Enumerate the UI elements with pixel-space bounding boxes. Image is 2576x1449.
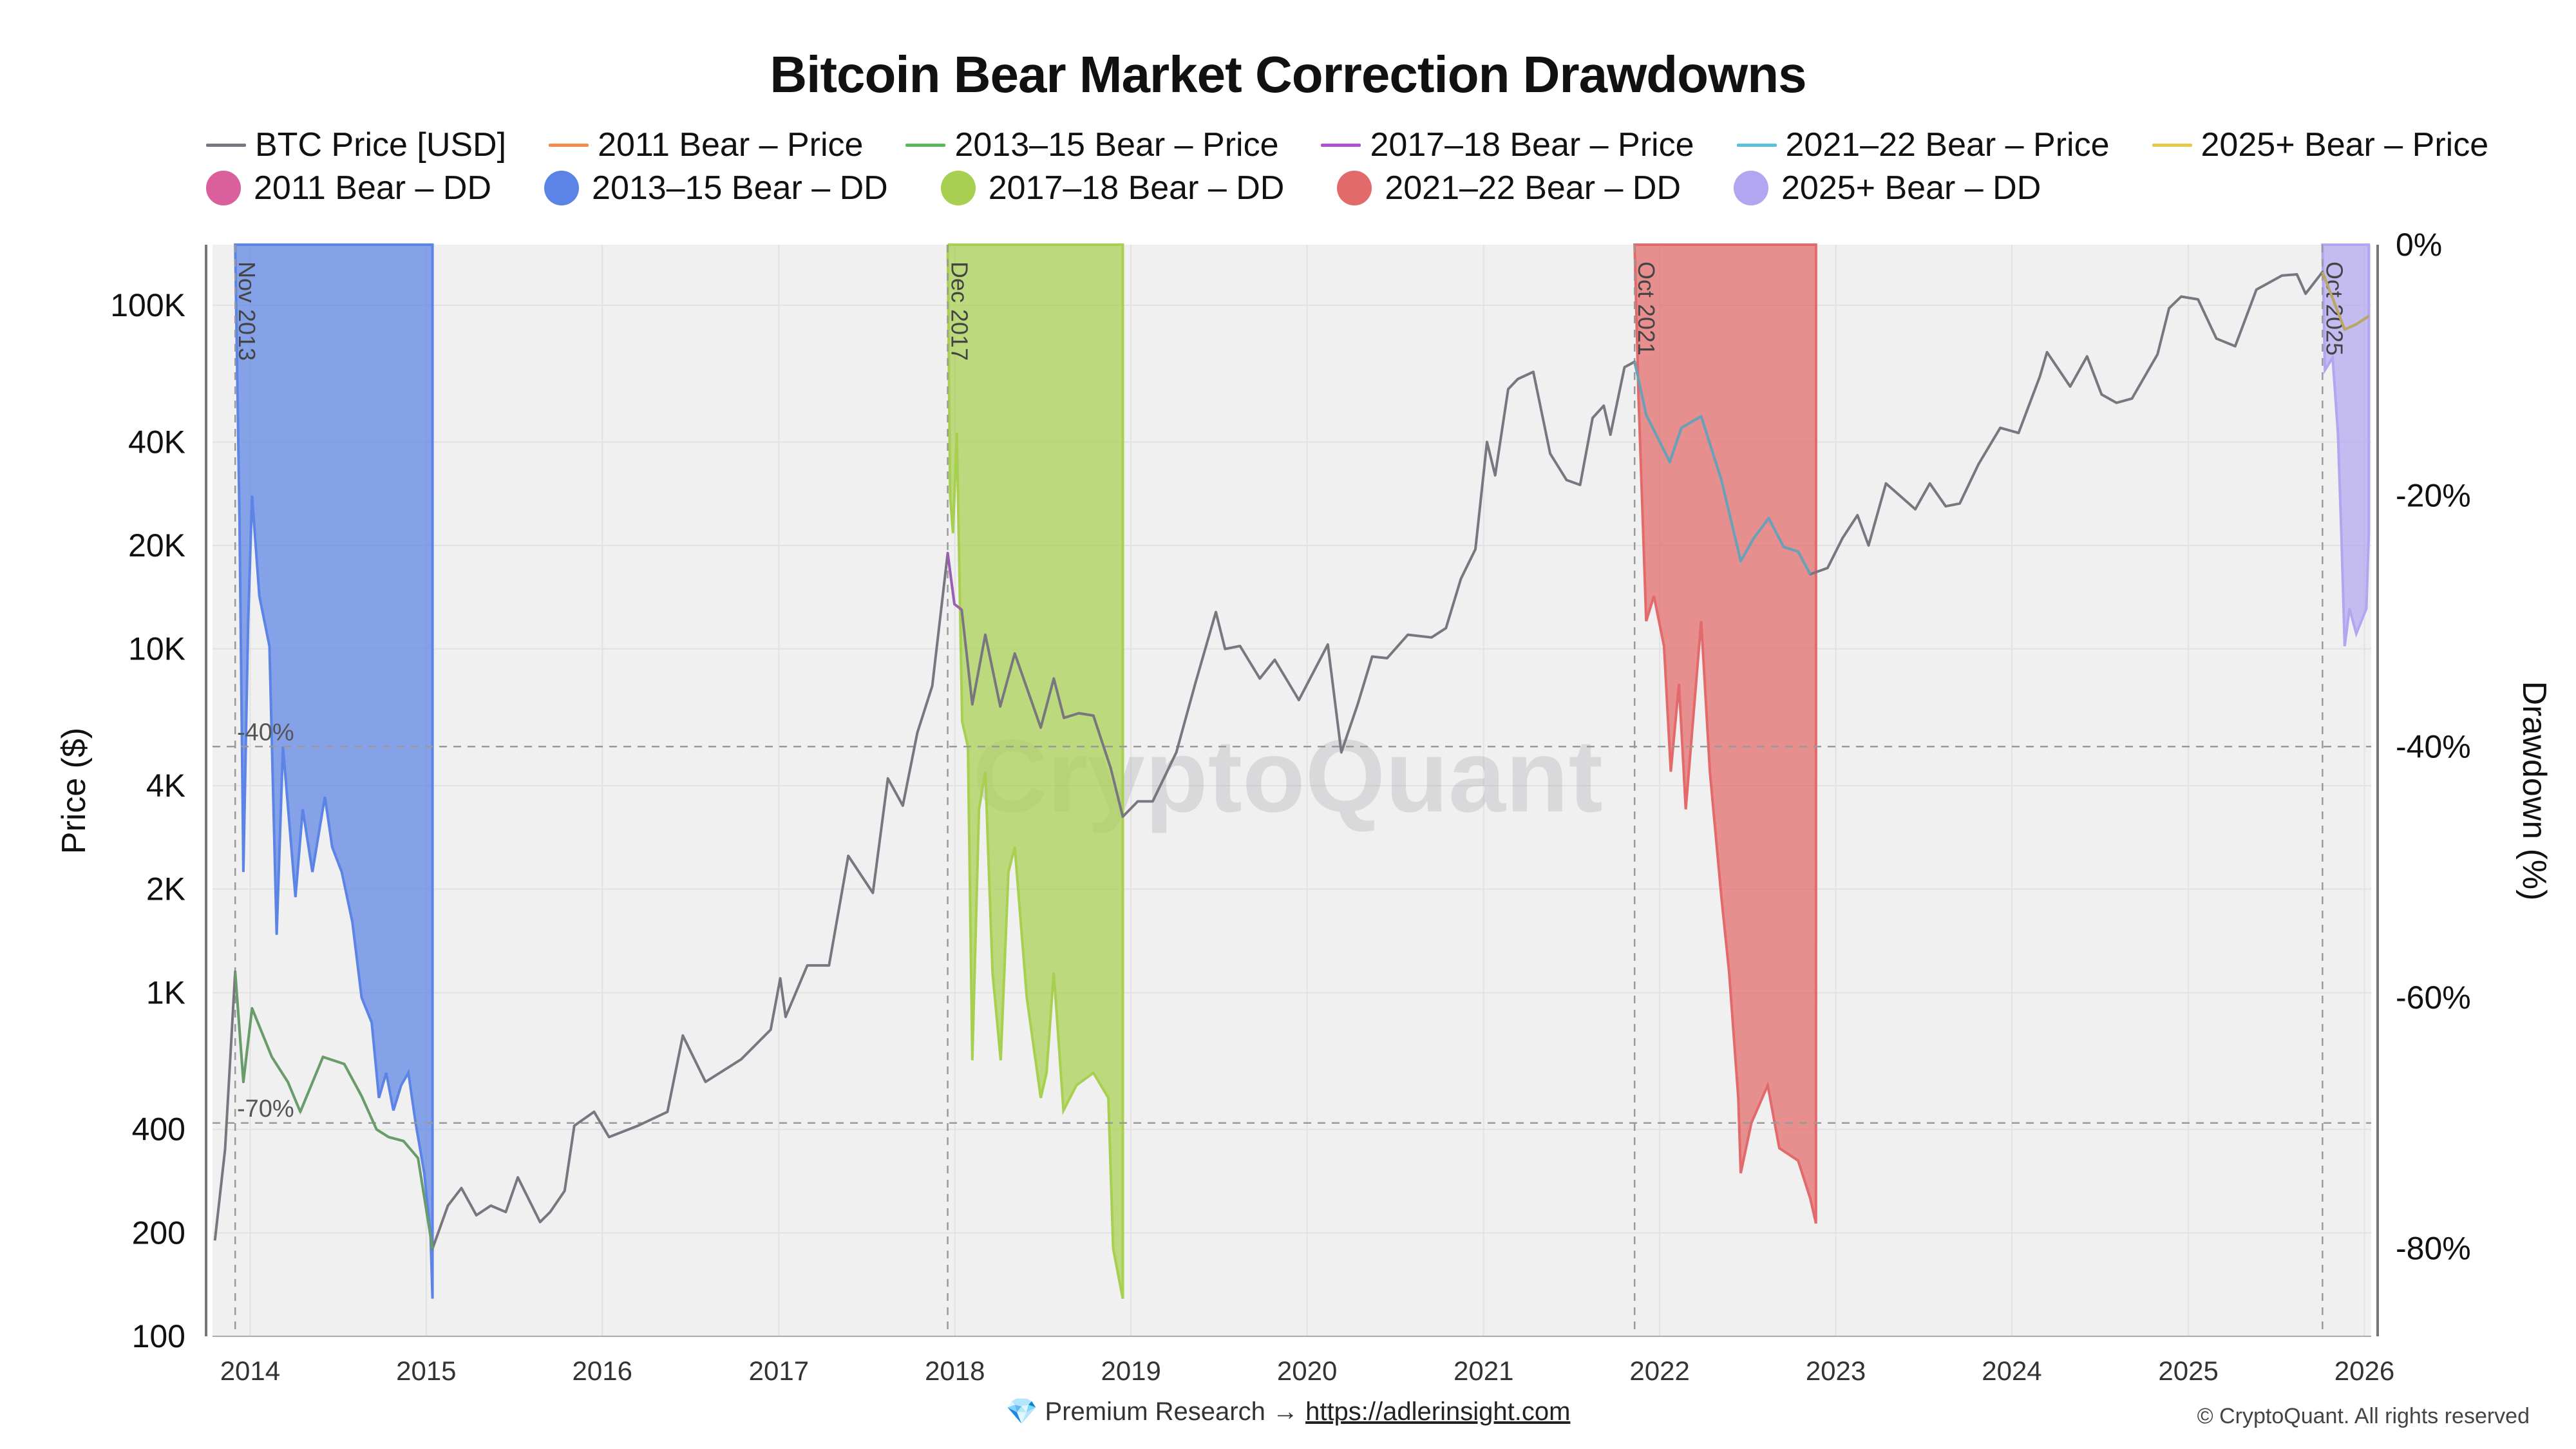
legend-item-dd-0[interactable]: 2011 Bear – DD — [206, 169, 491, 207]
event-label: Dec 2017 — [947, 261, 973, 361]
drawdown-area — [234, 243, 434, 1299]
y-left-tick-label: 40K — [128, 424, 185, 460]
event-label: Nov 2013 — [234, 261, 260, 361]
premium-link[interactable]: https://adlerinsight.com — [1305, 1397, 1571, 1426]
y-left-tick-label: 200 — [132, 1215, 185, 1251]
legend-item-price-1[interactable]: 2011 Bear – Price — [549, 126, 863, 164]
legend-item-dd-4[interactable]: 2025+ Bear – DD — [1734, 169, 2041, 207]
y-left-tick-label: 1K — [146, 974, 185, 1010]
legend-line-swatch — [905, 143, 946, 147]
footer-premium-line: 💎 Premium Research → https://adlerinsigh… — [0, 1396, 2576, 1426]
y-axis-left-title: Price ($) — [55, 728, 93, 854]
x-tick-label: 2016 — [573, 1356, 632, 1386]
legend-label: 2025+ Bear – Price — [2201, 126, 2489, 164]
legend-line-swatch — [1321, 143, 1361, 147]
y-left-tick-label: 400 — [132, 1112, 185, 1148]
axes: 100 200 400 1K 2K 4K 10K 20K 40K 100K 0% -20% -40% -6… — [110, 227, 2471, 1386]
x-tick-label: 2019 — [1101, 1356, 1160, 1386]
legend-line-swatch — [2152, 143, 2192, 147]
legend-price-row: BTC Price [USD] 2011 Bear – Price 2013–15 … — [206, 126, 2488, 164]
y-right-tick-label: 0% — [2396, 227, 2442, 263]
x-tick-label: 2021 — [1454, 1356, 1513, 1386]
drawdown-area — [1633, 243, 1817, 1224]
drawdown-area — [2321, 243, 2371, 647]
bear-price-overlay — [946, 553, 963, 611]
legend-item-price-2[interactable]: 2013–15 Bear – Price — [905, 126, 1278, 164]
x-tick-label: 2025 — [2158, 1356, 2218, 1386]
y-right-tick-label: -20% — [2396, 478, 2471, 514]
x-tick-label: 2018 — [925, 1356, 985, 1386]
event-markers: Nov 2013 Dec 2017 Oct 2021 Oct 2025 — [234, 245, 2347, 1336]
x-tick-label: 2026 — [2334, 1356, 2394, 1386]
event-label: Oct 2021 — [1633, 261, 1660, 355]
legend-label: 2021–22 Bear – DD — [1385, 169, 1681, 207]
legend-line-swatch — [206, 143, 246, 147]
y-right-tick-label: -40% — [2396, 728, 2471, 764]
reference-line-label: -70% — [237, 1095, 294, 1122]
legend-label: 2017–18 Bear – Price — [1370, 126, 1694, 164]
btc-price-line — [213, 270, 2370, 1250]
legend-item-price-3[interactable]: 2017–18 Bear – Price — [1321, 126, 1694, 164]
legend-label: 2013–15 Bear – Price — [954, 126, 1279, 164]
y-left-tick-label: 20K — [128, 527, 185, 564]
legend-line-swatch — [549, 143, 589, 147]
reference-line-label: -40% — [237, 719, 294, 746]
legend-dot-swatch — [940, 171, 976, 205]
legend-label: 2011 Bear – Price — [598, 126, 864, 164]
bear-price-overlay — [2321, 271, 2370, 332]
x-tick-label: 2022 — [1629, 1356, 1689, 1386]
legend-item-price-4[interactable]: 2021–22 Bear – Price — [1736, 126, 2110, 164]
drawdown-area — [946, 243, 1124, 1299]
legend-label: 2013–15 Bear – DD — [592, 169, 888, 207]
legend-item-dd-2[interactable]: 2017–18 Bear – DD — [940, 169, 1285, 207]
y-left-tick-label: 100 — [132, 1318, 185, 1354]
legend-label: 2021–22 Bear – Price — [1785, 126, 2110, 164]
bear-price-overlay — [1633, 361, 1812, 575]
legend-dot-swatch — [544, 171, 580, 205]
legend-item-price-0[interactable]: BTC Price [USD] — [206, 126, 506, 164]
legend-dot-swatch — [1337, 171, 1372, 205]
y-left-tick-label: 4K — [146, 768, 185, 804]
y-right-tick-label: -80% — [2396, 1231, 2471, 1267]
legend-label: 2011 Bear – DD — [254, 169, 492, 207]
y-left-tick-label: 10K — [128, 631, 185, 667]
premium-text: 💎 Premium Research → — [1005, 1397, 1306, 1426]
legend-dot-swatch — [1734, 171, 1768, 205]
y-axis-right-title: Drawdown (%) — [2515, 681, 2553, 901]
bear-price-overlay — [234, 971, 434, 1249]
x-tick-label: 2024 — [1982, 1356, 2041, 1386]
legend-drawdown-row: 2011 Bear – DD 2013–15 Bear – DD 2017–18 B… — [206, 169, 2041, 207]
legend-label: 2017–18 Bear – DD — [988, 169, 1285, 207]
legend-line-swatch — [1736, 143, 1777, 147]
legend-dot-swatch — [206, 171, 241, 205]
x-tick-label: 2014 — [220, 1356, 280, 1386]
x-tick-label: 2023 — [1806, 1356, 1866, 1386]
x-tick-label: 2017 — [749, 1356, 809, 1386]
copyright-notice: © CryptoQuant. All rights reserved — [2197, 1404, 2530, 1428]
drawdown-layer — [234, 243, 2371, 1299]
legend-item-dd-1[interactable]: 2013–15 Bear – DD — [544, 169, 888, 207]
legend-item-dd-3[interactable]: 2021–22 Bear – DD — [1337, 169, 1681, 207]
x-tick-label: 2015 — [396, 1356, 456, 1386]
chart-title: Bitcoin Bear Market Correction Drawdowns — [770, 46, 1806, 103]
y-left-tick-label: 100K — [110, 287, 185, 323]
y-left-tick-label: 2K — [146, 871, 185, 907]
reference-lines: -40% -70% — [213, 719, 2371, 1124]
x-tick-label: 2020 — [1277, 1356, 1337, 1386]
legend-item-price-5[interactable]: 2025+ Bear – Price — [2152, 126, 2489, 164]
legend-label: 2025+ Bear – DD — [1781, 169, 2041, 207]
legend-label: BTC Price [USD] — [255, 126, 507, 164]
price-layer — [213, 270, 2370, 1250]
y-right-tick-label: -60% — [2396, 980, 2471, 1016]
